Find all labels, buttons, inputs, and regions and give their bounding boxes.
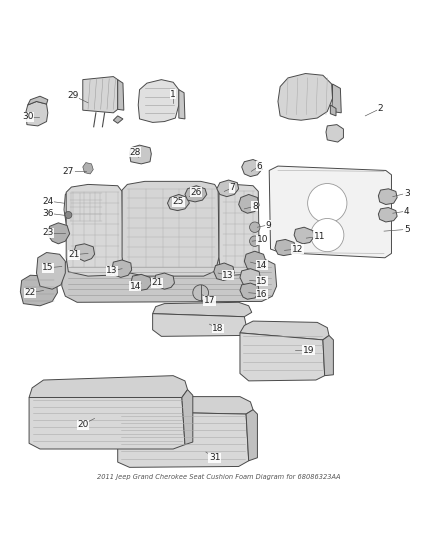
Polygon shape: [326, 125, 343, 142]
Circle shape: [193, 285, 208, 301]
Text: 4: 4: [404, 207, 410, 215]
Text: 15: 15: [42, 263, 53, 272]
Text: 21: 21: [151, 278, 162, 287]
Circle shape: [65, 212, 72, 219]
Polygon shape: [240, 333, 325, 381]
Polygon shape: [36, 253, 65, 289]
Polygon shape: [118, 411, 249, 467]
Text: 23: 23: [42, 228, 53, 237]
Text: 13: 13: [222, 271, 233, 280]
Text: 1: 1: [170, 90, 176, 99]
Polygon shape: [26, 101, 48, 126]
Circle shape: [307, 183, 347, 223]
Polygon shape: [294, 227, 314, 244]
Text: 10: 10: [257, 236, 268, 244]
Text: 20: 20: [77, 420, 88, 429]
Circle shape: [250, 222, 260, 232]
Text: 15: 15: [256, 277, 268, 286]
Polygon shape: [113, 116, 123, 123]
Polygon shape: [131, 274, 151, 290]
Polygon shape: [48, 223, 70, 244]
Text: 30: 30: [22, 112, 34, 121]
Text: 29: 29: [67, 91, 78, 100]
Text: 16: 16: [256, 289, 268, 298]
Text: 14: 14: [130, 281, 141, 290]
Polygon shape: [152, 313, 247, 336]
Text: 5: 5: [404, 225, 410, 234]
Polygon shape: [246, 410, 258, 461]
Text: 17: 17: [204, 296, 215, 305]
Polygon shape: [62, 260, 277, 302]
Text: 26: 26: [191, 188, 202, 197]
Polygon shape: [269, 166, 392, 258]
Text: 2011 Jeep Grand Cherokee Seat Cushion Foam Diagram for 68086323AA: 2011 Jeep Grand Cherokee Seat Cushion Fo…: [97, 473, 341, 480]
Polygon shape: [275, 239, 295, 256]
Text: 14: 14: [256, 261, 268, 270]
Polygon shape: [323, 335, 333, 376]
Text: 13: 13: [106, 266, 118, 276]
Text: 25: 25: [173, 197, 184, 206]
Polygon shape: [83, 163, 93, 174]
Text: 7: 7: [229, 183, 235, 192]
Text: 24: 24: [42, 197, 53, 206]
Polygon shape: [118, 79, 124, 110]
Polygon shape: [66, 184, 123, 276]
Polygon shape: [240, 269, 261, 286]
Polygon shape: [167, 195, 189, 211]
Polygon shape: [154, 273, 174, 289]
Circle shape: [311, 219, 344, 252]
Polygon shape: [185, 185, 207, 202]
Polygon shape: [378, 189, 397, 205]
Text: 27: 27: [63, 167, 74, 176]
Polygon shape: [239, 195, 259, 213]
Polygon shape: [29, 398, 185, 449]
Text: 22: 22: [25, 288, 36, 297]
Polygon shape: [332, 84, 341, 113]
Text: 2: 2: [378, 104, 383, 113]
Text: 8: 8: [252, 202, 258, 211]
Polygon shape: [152, 302, 252, 317]
Polygon shape: [83, 77, 118, 113]
Text: 31: 31: [209, 453, 220, 462]
Polygon shape: [20, 275, 57, 306]
Polygon shape: [217, 180, 239, 197]
Polygon shape: [179, 90, 185, 119]
Text: 6: 6: [256, 161, 262, 171]
Polygon shape: [219, 184, 259, 275]
Text: 12: 12: [292, 245, 303, 254]
Polygon shape: [378, 207, 397, 222]
Polygon shape: [122, 181, 219, 276]
Polygon shape: [138, 79, 179, 123]
Polygon shape: [130, 145, 151, 164]
Polygon shape: [240, 321, 329, 340]
Text: 28: 28: [130, 148, 141, 157]
Polygon shape: [240, 283, 259, 299]
Text: 36: 36: [42, 209, 53, 218]
Polygon shape: [330, 105, 336, 116]
Polygon shape: [28, 96, 48, 105]
Polygon shape: [214, 263, 234, 280]
Text: 21: 21: [68, 250, 80, 259]
Polygon shape: [64, 187, 106, 228]
Text: 9: 9: [265, 221, 271, 230]
Circle shape: [250, 236, 260, 246]
Text: 11: 11: [314, 232, 325, 241]
Polygon shape: [112, 260, 132, 277]
Text: 18: 18: [212, 324, 224, 333]
Polygon shape: [242, 159, 262, 176]
Polygon shape: [278, 74, 332, 120]
Polygon shape: [182, 390, 193, 445]
Polygon shape: [74, 244, 95, 261]
Polygon shape: [29, 376, 187, 398]
Text: 3: 3: [404, 189, 410, 198]
Polygon shape: [244, 251, 266, 271]
Text: 19: 19: [303, 346, 314, 355]
Polygon shape: [118, 397, 253, 414]
